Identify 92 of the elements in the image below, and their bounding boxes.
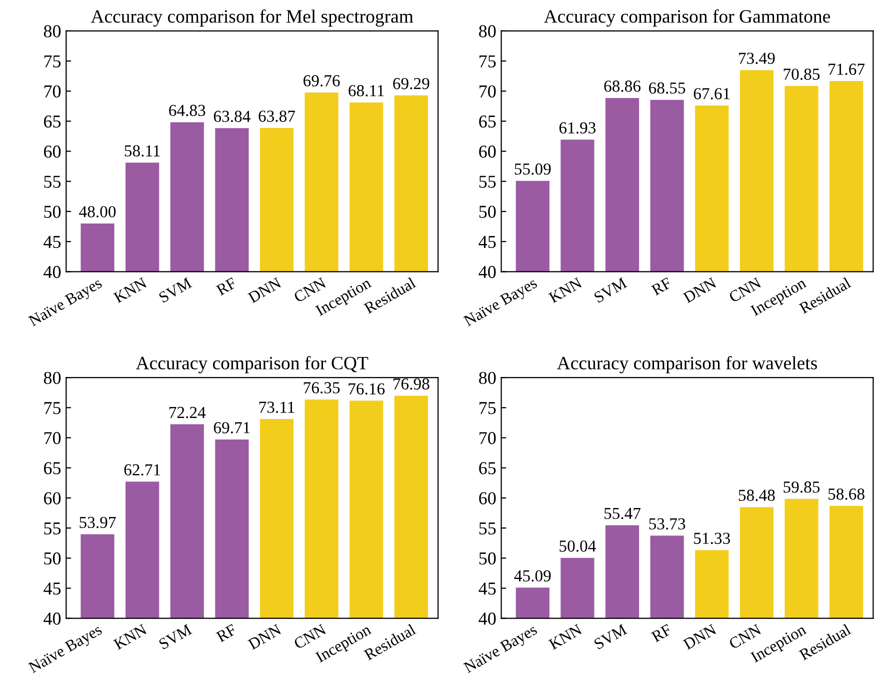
data-label: 63.87 (258, 110, 296, 122)
x-tick-label: SVM (158, 277, 192, 304)
data-label: 51.33 (694, 532, 730, 544)
y-tick-label: 75 (480, 55, 496, 68)
x-tick-label: RF (650, 277, 672, 296)
y-tick-label: 70 (44, 432, 61, 444)
data-label: 76.16 (348, 383, 385, 395)
x-tick-label: Naïve Bayes (28, 624, 104, 676)
y-tick-label: 65 (479, 116, 496, 128)
y-tick-label: 80 (44, 25, 61, 38)
y-tick-label: 75 (44, 55, 61, 68)
data-label: 68.11 (348, 85, 384, 96)
x-tick-label: DNN (247, 277, 282, 304)
data-label: 72.24 (169, 406, 206, 418)
x-tick-label: DNN (682, 624, 718, 650)
data-label: 53.97 (80, 516, 116, 528)
data-label: 69.76 (304, 75, 340, 86)
y-tick-label: 45 (478, 582, 496, 595)
y-tick-label: 45 (44, 236, 61, 248)
data-label: 58.11 (124, 145, 160, 157)
x-tick-label: KNN (113, 624, 148, 650)
y-tick-label: 40 (478, 266, 496, 278)
y-tick-label: 80 (479, 372, 496, 384)
y-tick-label: 50 (479, 206, 496, 218)
y-tick-label: 65 (44, 462, 61, 474)
y-tick-label: 55 (44, 522, 61, 534)
y-tick-label: 40 (44, 612, 61, 625)
y-tick-label: 60 (479, 146, 496, 158)
y-tick-label: 45 (478, 236, 496, 248)
y-tick-label: 75 (44, 402, 61, 414)
x-tick-label: RF (216, 624, 237, 642)
data-label: 63.84 (214, 110, 250, 122)
y-tick-label: 75 (480, 402, 496, 414)
data-label: 67.61 (694, 88, 730, 100)
data-label: 45.09 (514, 570, 551, 582)
data-label: 61.93 (559, 122, 596, 134)
y-tick-label: 40 (478, 612, 496, 625)
x-tick-label: Naïve Bayes (28, 277, 104, 330)
data-label: 73.49 (739, 52, 775, 64)
y-tick-label: 60 (44, 146, 61, 158)
x-tick-label: DNN (247, 624, 282, 650)
y-tick-label: 80 (479, 25, 496, 38)
data-label: 53.73 (649, 518, 686, 530)
data-label: 68.55 (649, 82, 686, 94)
chart-title: Accuracy comparison for Mel spectrogram (90, 9, 414, 27)
data-label: 76.98 (394, 378, 430, 390)
x-tick-label: SVM (593, 277, 628, 304)
y-tick-label: 45 (44, 582, 61, 595)
data-label: 69.71 (214, 422, 250, 434)
x-tick-label: SVM (593, 624, 628, 650)
chart-title: Accuracy comparison for Gammatone (544, 9, 830, 27)
x-tick-label: Naïve Bayes (463, 277, 540, 330)
data-label: 70.85 (784, 68, 820, 80)
x-tick-label: KNN (113, 277, 148, 304)
y-tick-label: 70 (480, 432, 496, 444)
data-label: 58.68 (828, 488, 864, 500)
y-tick-label: 60 (44, 492, 61, 504)
x-tick-label: Naïve Bayes (463, 624, 540, 676)
y-tick-label: 55 (44, 176, 61, 188)
y-tick-label: 70 (44, 85, 61, 98)
y-tick-label: 50 (44, 206, 61, 218)
data-label: 55.09 (514, 163, 551, 175)
data-label: 50.04 (560, 540, 596, 552)
x-tick-label: RF (650, 624, 672, 642)
data-label: 64.83 (169, 104, 206, 116)
data-label: 62.71 (124, 464, 160, 476)
data-label: 76.35 (304, 382, 340, 394)
data-label: 69.29 (393, 78, 430, 90)
y-tick-label: 70 (480, 85, 496, 98)
chart-title: Accuracy comparison for CQT (136, 356, 368, 374)
x-tick-label: DNN (682, 277, 718, 304)
x-tick-label: RF (216, 277, 237, 296)
y-tick-label: 65 (44, 116, 61, 128)
y-tick-label: 50 (44, 552, 61, 565)
y-tick-label: 65 (479, 462, 496, 474)
y-tick-label: 80 (44, 372, 61, 384)
y-tick-label: 40 (44, 266, 61, 278)
data-label: 48.00 (79, 206, 116, 218)
y-tick-label: 55 (479, 522, 496, 534)
x-tick-label: KNN (548, 277, 583, 304)
data-label: 59.85 (784, 481, 820, 493)
y-tick-label: 50 (479, 552, 496, 565)
x-tick-label: KNN (548, 624, 583, 650)
data-label: 73.11 (259, 402, 294, 413)
data-label: 58.48 (738, 490, 775, 501)
x-tick-label: SVM (158, 624, 192, 650)
data-label: 68.86 (604, 80, 641, 92)
y-tick-label: 60 (479, 492, 496, 504)
chart-title: Accuracy comparison for wavelets (556, 356, 817, 374)
data-label: 55.47 (604, 508, 641, 520)
y-tick-label: 55 (479, 176, 496, 188)
data-label: 71.67 (828, 64, 865, 75)
